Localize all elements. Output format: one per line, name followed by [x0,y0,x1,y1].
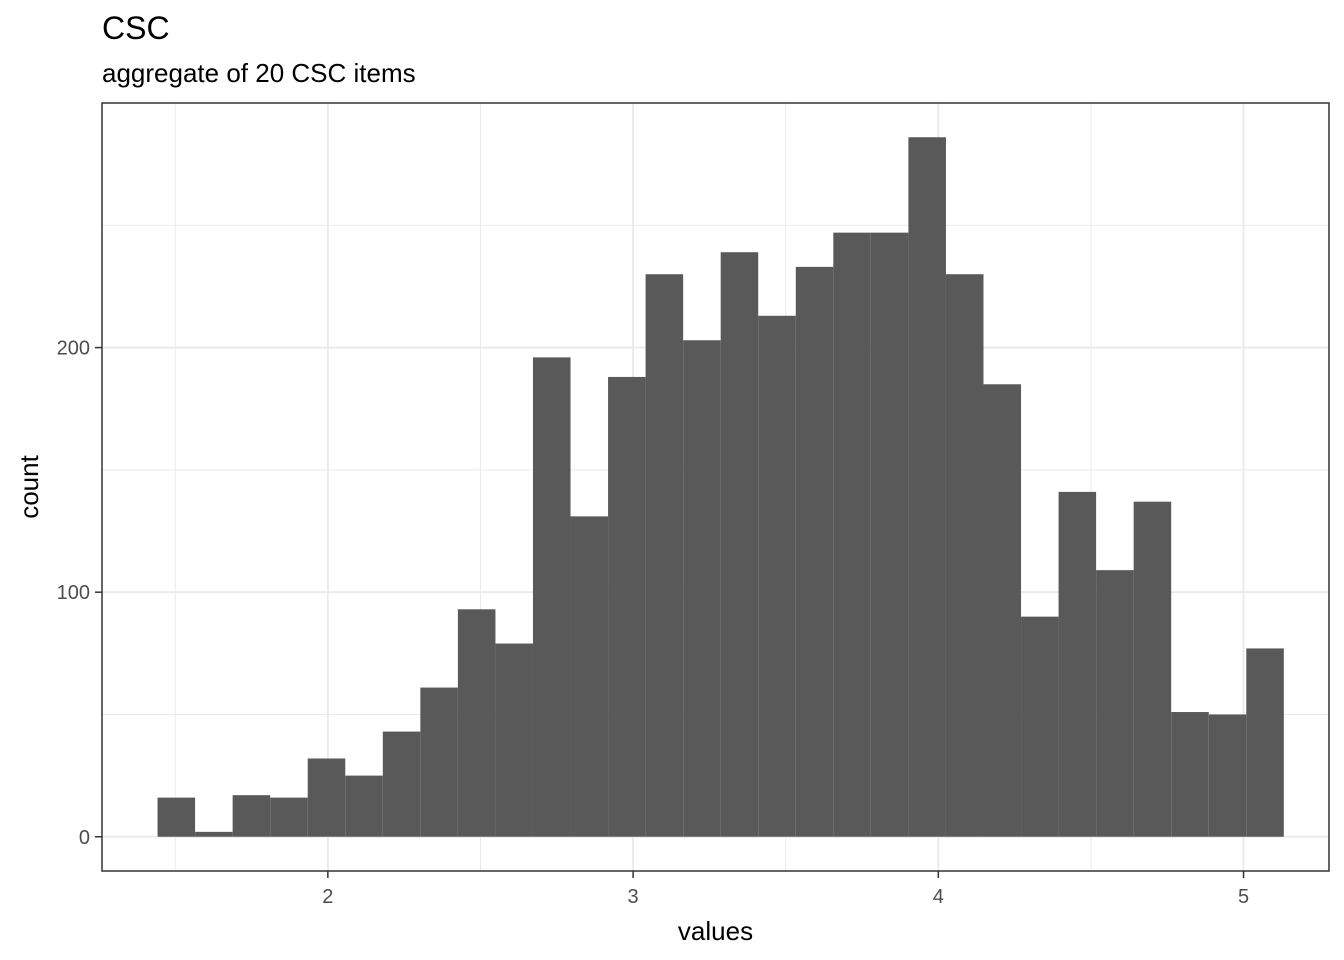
chart-title: CSC [102,10,170,46]
histogram-bar [570,516,609,837]
histogram-bar [1096,570,1134,837]
histogram-bar [382,731,421,837]
y-tick-label: 100 [57,582,90,604]
histogram-bar [908,137,946,837]
histogram-bar [1171,712,1209,837]
histogram-bar [157,797,196,837]
histogram-bar [870,232,909,837]
histogram-bar [345,775,383,837]
histogram-bar [1133,501,1172,837]
x-tick-label: 2 [322,886,333,908]
y-axis-title: count [14,454,44,518]
x-tick-label: 5 [1238,886,1249,908]
histogram-bar [420,687,458,837]
x-axis: 2 3 4 5 [322,871,1249,908]
histogram-bar [195,831,233,837]
histogram-bars [157,137,1284,837]
panel-border [101,102,1330,872]
y-tick-label: 200 [57,338,90,360]
y-axis: 0 100 200 [57,338,102,849]
histogram-bar [645,274,684,837]
histogram-bar [1021,616,1059,837]
histogram-bar [683,340,721,837]
x-tick-label: 4 [933,886,944,908]
histogram-bar [457,609,496,837]
histogram-bar [495,643,533,837]
histogram-bar [795,266,834,837]
histogram-bar [532,357,571,837]
histogram-bar [758,315,796,837]
histogram-bar [270,797,308,837]
x-axis-title: values [678,916,753,946]
histogram-bar [833,232,871,837]
histogram-bar [1246,648,1284,837]
x-tick-label: 3 [628,886,639,908]
histogram-bar [720,252,759,837]
y-tick-label: 0 [79,827,90,849]
histogram-bar [945,274,984,837]
histogram-bar [1208,714,1247,837]
histogram-bar [983,384,1022,837]
histogram-bar [608,376,646,837]
chart-subtitle: aggregate of 20 CSC items [102,58,416,88]
histogram-bar [232,795,271,837]
histogram-bar [307,758,346,837]
histogram-bar [1058,491,1097,837]
